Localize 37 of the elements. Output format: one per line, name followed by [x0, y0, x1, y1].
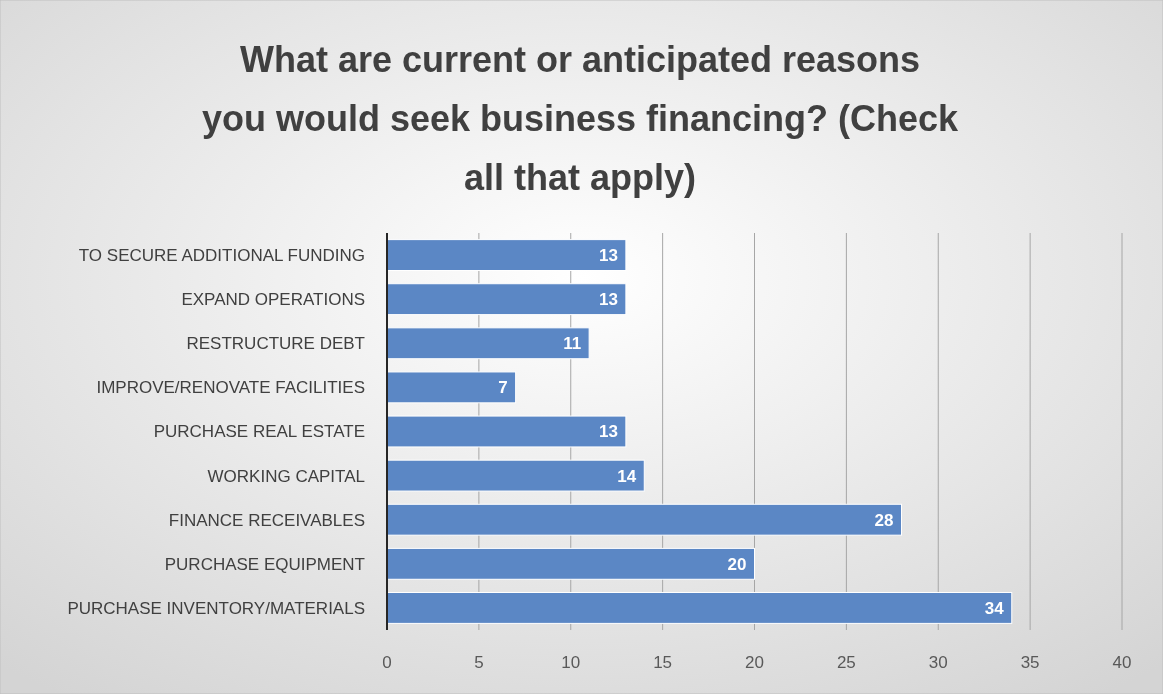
x-tick-label: 5 [474, 653, 484, 672]
data-label: 13 [598, 290, 618, 310]
y-tick-label: EXPAND OPERATIONS [181, 290, 365, 310]
x-tick-label: 10 [561, 653, 581, 672]
data-label: 34 [984, 598, 1005, 618]
bar [386, 327, 590, 360]
bar [386, 503, 902, 536]
y-tick-label: FINANCE RECEIVABLES [168, 510, 365, 530]
y-tick-label: RESTRUCTURE DEBT [186, 334, 365, 354]
bar [386, 459, 645, 492]
data-label: 11 [563, 334, 582, 354]
x-tick-label: 35 [1020, 653, 1040, 672]
data-label: 28 [874, 510, 894, 530]
y-tick-label: IMPROVE/RENOVATE FACILITIES [96, 378, 365, 398]
data-label: 13 [598, 422, 618, 442]
data-label: 7 [498, 378, 508, 398]
bar [386, 547, 755, 580]
x-tick-label: 0 [382, 653, 392, 672]
x-tick-label: 15 [653, 653, 673, 672]
data-label: 20 [727, 554, 747, 574]
y-tick-label: PURCHASE EQUIPMENT [164, 554, 365, 574]
y-tick-label: WORKING CAPITAL [207, 466, 365, 486]
bar [386, 415, 627, 448]
bar [386, 283, 627, 316]
y-tick-label: PURCHASE REAL ESTATE [153, 422, 365, 442]
bar [386, 239, 627, 271]
y-tick-label: PURCHASE INVENTORY/MATERIALS [67, 598, 365, 618]
y-tick-label: TO SECURE ADDITIONAL FUNDING [78, 246, 365, 266]
data-label: 14 [617, 466, 637, 486]
x-tick-label: 20 [745, 653, 764, 672]
x-tick-label: 40 [1112, 653, 1132, 672]
x-tick-label: 25 [836, 653, 856, 672]
bar [386, 592, 1013, 624]
chart-title: What are current or anticipated reasons you would seek business financing? (Check all that apply) [201, 39, 960, 198]
bar [386, 371, 517, 404]
x-tick-label: 30 [928, 653, 948, 672]
data-label: 13 [598, 246, 618, 266]
